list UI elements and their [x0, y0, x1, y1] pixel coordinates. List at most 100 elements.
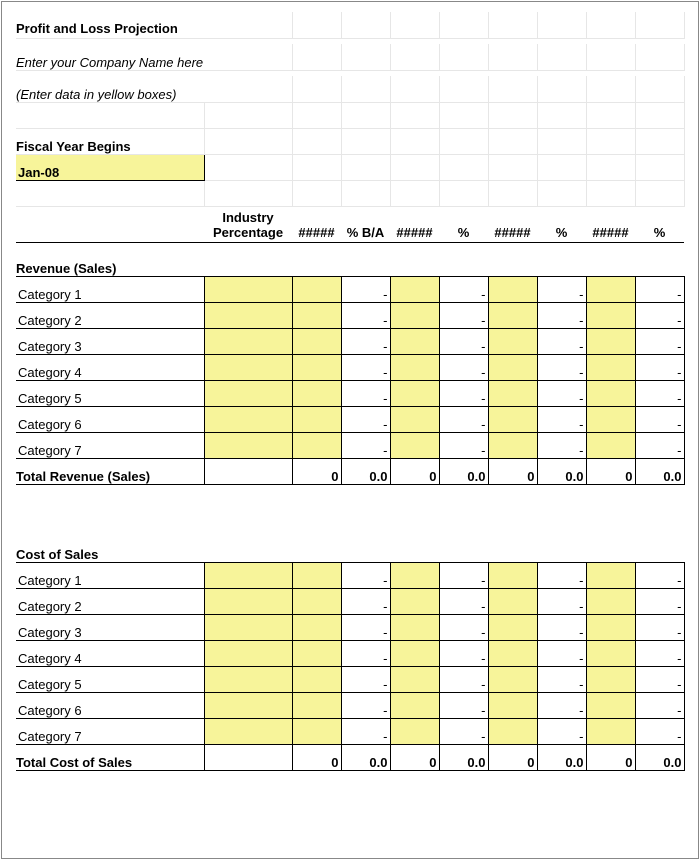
revenue-cell-c3: -	[341, 329, 390, 355]
sheet-title: Profit and Loss Projection	[16, 12, 292, 38]
cost-cell-c2[interactable]	[292, 589, 341, 615]
cost-cell-c7: -	[537, 615, 586, 641]
revenue-cell-c8[interactable]	[586, 381, 635, 407]
revenue-cell-c8[interactable]	[586, 433, 635, 459]
cost-cell-c6[interactable]	[488, 667, 537, 693]
revenue-cell-c4[interactable]	[390, 355, 439, 381]
revenue-cell-c3: -	[341, 355, 390, 381]
revenue-industry-pct-input[interactable]	[204, 277, 292, 303]
revenue-industry-pct-input[interactable]	[204, 303, 292, 329]
company-name-cell[interactable]: Enter your Company Name here	[16, 44, 292, 70]
revenue-industry-pct-input[interactable]	[204, 329, 292, 355]
revenue-category-label: Category 4	[16, 355, 204, 381]
cost-cell-c8[interactable]	[586, 589, 635, 615]
cost-cell-c3: -	[341, 641, 390, 667]
revenue-cell-c3: -	[341, 277, 390, 303]
revenue-cell-c6[interactable]	[488, 277, 537, 303]
cost-cell-c2[interactable]	[292, 615, 341, 641]
cost-industry-pct-input[interactable]	[204, 693, 292, 719]
cost-cell-c8[interactable]	[586, 667, 635, 693]
cost-row: Category 5----	[16, 667, 684, 693]
cost-cell-c6[interactable]	[488, 563, 537, 589]
cost-cell-c6[interactable]	[488, 589, 537, 615]
column-header-row: Industry Percentage ##### % B/A ##### % …	[16, 207, 684, 243]
cost-cell-c4[interactable]	[390, 615, 439, 641]
revenue-cell-c7: -	[537, 303, 586, 329]
cost-row: Category 1----	[16, 563, 684, 589]
revenue-row: Category 1----	[16, 277, 684, 303]
revenue-industry-pct-input[interactable]	[204, 355, 292, 381]
cost-cell-c2[interactable]	[292, 719, 341, 745]
cost-total-row: Total Cost of Sales 0 0.0 0 0.0 0 0.0 0 …	[16, 745, 684, 771]
revenue-category-label: Category 7	[16, 433, 204, 459]
cost-cell-c6[interactable]	[488, 641, 537, 667]
cost-cell-c8[interactable]	[586, 615, 635, 641]
revenue-cell-c4[interactable]	[390, 433, 439, 459]
revenue-cell-c9: -	[635, 355, 684, 381]
revenue-cell-c2[interactable]	[292, 355, 341, 381]
cost-industry-pct-input[interactable]	[204, 563, 292, 589]
cost-cell-c7: -	[537, 667, 586, 693]
cost-cell-c4[interactable]	[390, 693, 439, 719]
revenue-cell-c4[interactable]	[390, 381, 439, 407]
cost-cell-c4[interactable]	[390, 563, 439, 589]
fiscal-year-input[interactable]: Jan-08	[16, 154, 204, 180]
cost-cell-c6[interactable]	[488, 719, 537, 745]
cost-cell-c6[interactable]	[488, 693, 537, 719]
revenue-cell-c8[interactable]	[586, 277, 635, 303]
cost-cell-c4[interactable]	[390, 667, 439, 693]
cost-cell-c9: -	[635, 693, 684, 719]
cost-cell-c4[interactable]	[390, 589, 439, 615]
revenue-cell-c6[interactable]	[488, 355, 537, 381]
revenue-cell-c4[interactable]	[390, 277, 439, 303]
revenue-cell-c6[interactable]	[488, 433, 537, 459]
revenue-cell-c2[interactable]	[292, 433, 341, 459]
revenue-industry-pct-input[interactable]	[204, 407, 292, 433]
cost-cell-c2[interactable]	[292, 563, 341, 589]
revenue-cell-c7: -	[537, 277, 586, 303]
revenue-cell-c2[interactable]	[292, 303, 341, 329]
cost-industry-pct-input[interactable]	[204, 589, 292, 615]
cost-cell-c8[interactable]	[586, 693, 635, 719]
cost-row: Category 4----	[16, 641, 684, 667]
col-h1: #####	[292, 207, 341, 243]
cost-cell-c4[interactable]	[390, 641, 439, 667]
revenue-cell-c6[interactable]	[488, 329, 537, 355]
revenue-cell-c8[interactable]	[586, 303, 635, 329]
revenue-cell-c4[interactable]	[390, 407, 439, 433]
revenue-cell-c4[interactable]	[390, 303, 439, 329]
revenue-cell-c6[interactable]	[488, 407, 537, 433]
revenue-cell-c3: -	[341, 303, 390, 329]
cost-cell-c9: -	[635, 563, 684, 589]
cost-industry-pct-input[interactable]	[204, 615, 292, 641]
revenue-cell-c8[interactable]	[586, 355, 635, 381]
revenue-cell-c4[interactable]	[390, 329, 439, 355]
revenue-cell-c2[interactable]	[292, 407, 341, 433]
cost-cell-c4[interactable]	[390, 719, 439, 745]
cost-industry-pct-input[interactable]	[204, 667, 292, 693]
cost-industry-pct-input[interactable]	[204, 719, 292, 745]
cost-cell-c7: -	[537, 641, 586, 667]
cost-cell-c8[interactable]	[586, 719, 635, 745]
cost-cell-c2[interactable]	[292, 667, 341, 693]
revenue-industry-pct-input[interactable]	[204, 381, 292, 407]
revenue-cell-c3: -	[341, 407, 390, 433]
revenue-cell-c2[interactable]	[292, 381, 341, 407]
cost-cell-c6[interactable]	[488, 615, 537, 641]
cost-cell-c2[interactable]	[292, 641, 341, 667]
cost-cell-c8[interactable]	[586, 563, 635, 589]
cost-cell-c3: -	[341, 667, 390, 693]
revenue-cell-c8[interactable]	[586, 407, 635, 433]
revenue-industry-pct-input[interactable]	[204, 433, 292, 459]
cost-cell-c2[interactable]	[292, 693, 341, 719]
revenue-cell-c2[interactable]	[292, 329, 341, 355]
revenue-cell-c6[interactable]	[488, 303, 537, 329]
revenue-cell-c2[interactable]	[292, 277, 341, 303]
revenue-cell-c8[interactable]	[586, 329, 635, 355]
col-h3: #####	[488, 207, 537, 243]
cost-cell-c5: -	[439, 719, 488, 745]
revenue-section-title: Revenue (Sales)	[16, 251, 684, 277]
revenue-cell-c6[interactable]	[488, 381, 537, 407]
cost-cell-c8[interactable]	[586, 641, 635, 667]
cost-industry-pct-input[interactable]	[204, 641, 292, 667]
